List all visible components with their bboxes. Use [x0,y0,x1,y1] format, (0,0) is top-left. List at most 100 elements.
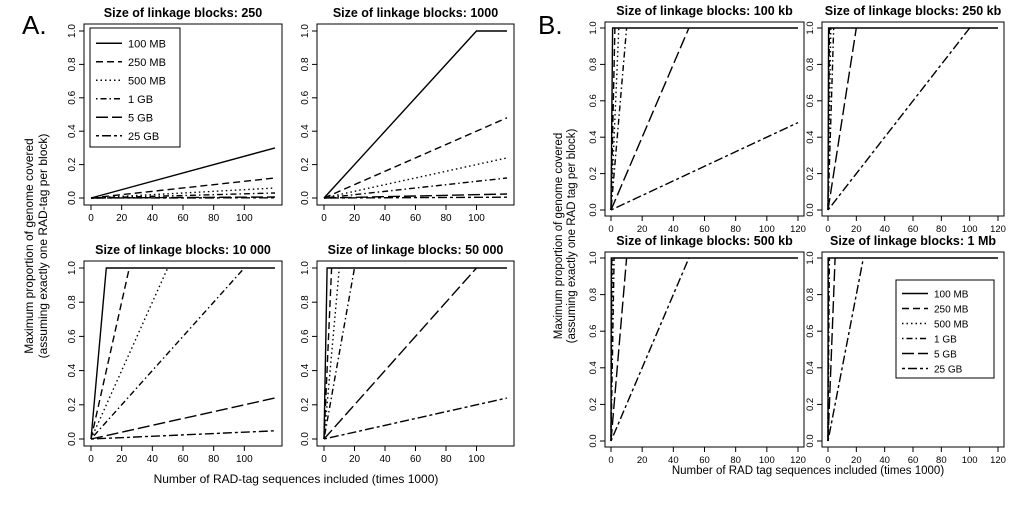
y-tick-label: 0.6 [588,325,599,338]
x-tick-label: 0 [321,213,327,224]
series-line-500-mb [90,267,169,440]
series-line-5-gb [610,27,690,211]
panel-title: Size of linkage blocks: 1000 [333,6,498,20]
x-tick-label: 80 [936,224,947,235]
x-tick-label: 40 [668,455,679,466]
panel-title: Size of linkage blocks: 500 kb [616,234,793,248]
series-line-100-mb [90,267,275,440]
x-tick-label: 40 [379,454,391,465]
y-tick-label: 0.4 [588,131,599,144]
y-tick-label: 0.2 [67,157,78,171]
x-tick-label: 20 [116,454,128,465]
series-line-500-mb [610,27,620,211]
legend-box [89,27,181,148]
series-line-5-gb [323,193,508,199]
x-tick-label: 120 [990,455,1006,466]
x-tick-label: 40 [147,213,159,224]
y-tick-label: 0.6 [67,329,78,343]
x-tick-label: 100 [759,224,775,235]
panel-a-ylabel-line1: Maximum proportion of genome covered [22,138,36,353]
panel-a-xlabel: Number of RAD-tag sequences included (ti… [154,472,439,486]
series-line-500-mb [90,187,276,199]
panel-b-xlabel: Number of RAD tag sequences included (ti… [672,465,944,477]
x-tick-label: 40 [379,213,391,224]
x-tick-label: 100 [962,455,978,466]
chart-panel-2: Size of linkage blocks: 1000 0 20 40 60 80 100… [300,6,515,224]
x-tick-label: 100 [962,224,978,235]
series-line-500-mb [323,157,508,199]
panel-b-ylabel-line1: Maximum proportion of genome covered [553,133,565,339]
series-line-100-mb [610,257,798,442]
y-tick-label: 0.0 [805,434,816,447]
x-tick-label: 80 [730,455,741,466]
y-tick-label: 0.8 [588,288,599,301]
panels: Size of linkage blocks: 250 0 20 40 60 80 100 0… [67,4,1006,466]
y-tick-label: 0.0 [300,191,311,205]
legend-label: 250 MB [934,305,969,316]
y-tick-label: 0.8 [300,57,311,71]
x-tick-label: 0 [608,224,613,235]
plot-frame [316,23,515,206]
x-tick-label: 80 [208,454,220,465]
y-tick-label: 0.0 [588,203,599,216]
x-tick-label: 60 [699,455,710,466]
legend-label: 250 MB [128,57,166,69]
x-tick-label: 0 [88,454,94,465]
legend-label: 100 MB [128,38,166,50]
x-tick-label: 0 [825,224,830,235]
x-tick-label: 40 [879,455,890,466]
panel-b-letter: B. [538,10,563,40]
y-tick-label: 0.4 [805,361,816,374]
x-tick-label: 40 [879,224,890,235]
y-tick-label: 0.8 [300,295,311,309]
panel-title: Size of linkage blocks: 10 000 [95,243,271,257]
series-line-250-mb [90,177,276,199]
series-line-250-mb [610,27,616,211]
plot-frame [316,260,515,447]
series-line-25-gb [610,257,690,442]
x-tick-label: 80 [936,455,947,466]
x-tick-label: 0 [825,455,830,466]
x-tick-label: 120 [990,224,1006,235]
y-tick-label: 0.2 [805,398,816,411]
legend-label: 1 GB [128,94,153,106]
y-tick-label: 0.4 [67,124,78,138]
y-tick-label: 0.8 [67,57,78,71]
y-tick-label: 0.0 [588,434,599,447]
chart-panel-4: Size of linkage blocks: 50 000 0 20 40 60 80 1… [300,243,515,465]
x-tick-label: 60 [177,213,189,224]
series-line-25-gb [323,397,508,440]
x-tick-label: 100 [759,455,775,466]
y-tick-label: 1.0 [67,24,78,38]
y-tick-label: 0.8 [67,295,78,309]
chart-panel-6: Size of linkage blocks: 250 kb 0 20 40 60 80 1… [805,4,1006,235]
series-line-25-gb [827,27,971,211]
plot-frame [821,21,1005,217]
panel-a-letter: A. [22,10,47,40]
series-line-1-gb [610,27,628,211]
series-line-5-gb [827,257,836,442]
legend-box [895,279,995,379]
x-tick-label: 60 [908,224,919,235]
series-line-500-mb [827,27,832,211]
series-line-250-mb [90,267,130,440]
y-tick-label: 1.0 [300,24,311,38]
x-tick-label: 0 [88,213,94,224]
series-line-1-gb [323,267,356,440]
chart-panel-3: Size of linkage blocks: 10 000 0 20 40 60 80 1… [67,243,283,465]
x-tick-label: 20 [349,454,361,465]
x-tick-label: 120 [790,455,806,466]
y-tick-label: 1.0 [588,21,599,34]
y-tick-label: 0.2 [67,397,78,411]
y-tick-label: 1.0 [805,21,816,34]
x-tick-label: 20 [349,213,361,224]
x-tick-label: 0 [608,455,613,466]
plot-frame [604,251,805,448]
series-line-250-mb [323,267,333,440]
series-line-100-mb [323,267,507,440]
series-line-1-gb [90,192,276,199]
chart-panel-1: Size of linkage blocks: 250 0 20 40 60 80 100 0… [67,6,283,224]
y-tick-label: 0.2 [300,397,311,411]
y-tick-label: 0.0 [67,191,78,205]
